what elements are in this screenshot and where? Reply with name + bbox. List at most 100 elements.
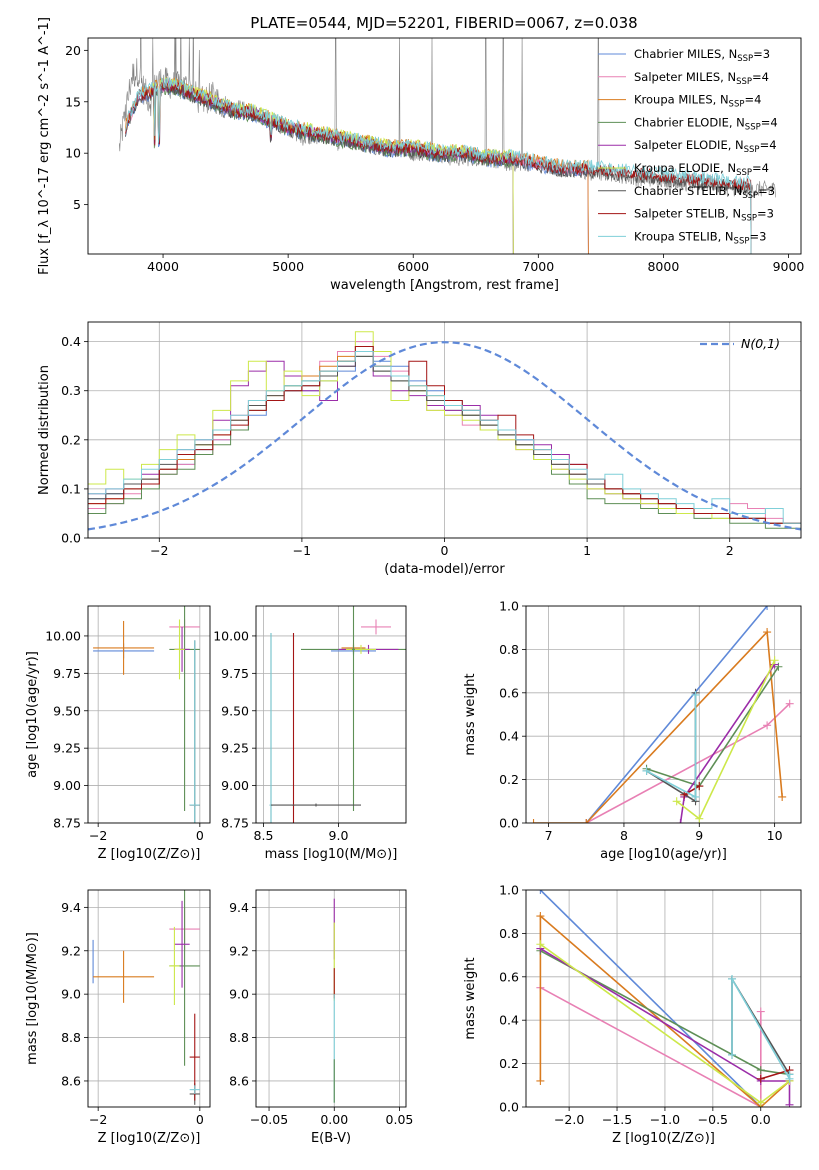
x-tick-label: 2 [726,543,734,558]
histogram-step-line [88,351,801,524]
axes-frame [255,889,407,1108]
legend-entry: Salpeter STELIB, NSSP=3 [634,207,774,224]
y-axis-label: mass [log10(M/M⊙)] [25,932,40,1065]
x-axis-label: wavelength [Angstrom, rest frame] [330,278,559,293]
mass-weight-point [774,662,783,671]
plot-area [88,606,210,823]
x-tick-label: −0.5 [698,1112,728,1127]
legend-entry: Chabrier MILES, NSSP=3 [634,47,770,64]
plot-area [119,38,776,254]
y-tick-label: 9.2 [61,943,81,958]
chart-spectrum: 4000 5000 6000 7000 8000 9000 5 10 15 20 wavelengt… [37,17,805,293]
mass-weight-point [785,699,794,708]
x-tick-label: −2 [150,543,168,558]
legend-entry-text: Kroupa ELODIE, N [634,161,736,175]
mass-weight-point [695,782,704,791]
legend-entry-subscript: SSP [744,145,760,155]
y-tick-label: 0.3 [61,383,81,398]
axes-frame [87,321,802,539]
chart-weight_vs_age: 7 8 9 10 0.0 0.2 0.4 0.6 0.8 1.0 age [log10(age/yr… [463,599,802,862]
y-axis-label: mass weight [463,673,478,755]
y-tick-label: 9.50 [221,703,249,718]
x-tick-label: 8000 [647,259,679,274]
mass-weight-point [785,1100,794,1107]
legend-entry-text: Salpeter MILES, N [634,70,736,84]
mass-weight-point [536,890,545,894]
mass-weight-line [683,785,700,796]
y-tick-label: 8.6 [61,1073,81,1088]
y-axis-label: age [log10(age/yr)] [25,651,40,778]
y-tick-label: 8.6 [229,1073,249,1088]
mass-weight-point [676,819,685,823]
model-spectrum-line [125,77,589,254]
x-tick-label: −2 [89,1112,107,1127]
x-tick-label: −2 [89,828,107,843]
model-spectrum-line [150,83,514,254]
x-axis-label: mass [log10(M/M⊙)] [265,847,398,862]
y-tick-label: 0.8 [499,926,519,941]
mass-weight-line [539,890,762,1107]
legend-entry: Salpeter ELODIE, NSSP=4 [634,138,777,155]
x-tick-label: 8.5 [254,828,274,843]
x-tick-label: 6000 [397,259,429,274]
legend-entry: Chabrier ELODIE, NSSP=4 [634,115,778,132]
mass-weight-point [536,940,545,949]
x-tick-label: 1 [583,543,591,558]
y-tick-label: 0.8 [499,642,519,657]
y-tick-label: 9.25 [53,741,81,756]
mass-weight-point [763,721,772,730]
x-tick-label: 0 [196,1112,204,1127]
mass-weight-point [536,1076,545,1085]
mass-weight-line [585,703,791,823]
mass-weight-point [695,814,704,823]
y-tick-label: 0.6 [499,685,519,700]
mass-weight-line [539,914,791,1107]
y-tick-label: 0.1 [61,481,81,496]
x-tick-label: 0 [441,543,449,558]
mass-weight-point [785,1070,794,1079]
legend-entry-suffix: =4 [752,161,769,175]
legend-entry: Kroupa STELIB, NSSP=3 [634,229,766,246]
x-axis-label: Z [log10(Z/Z⊙)] [612,1131,715,1146]
legend-entry-text: Chabrier MILES, N [634,47,737,61]
model-spectrum-line [150,80,514,254]
mass-weight-point [642,766,651,775]
y-tick-label: 0.0 [61,531,81,546]
x-tick-label: 0.00 [320,1112,348,1127]
x-tick-label: −1.5 [602,1112,632,1127]
mass-weight-point [672,797,681,806]
figure-title: PLATE=0544, MJD=52201, FIBERID=0067, z=0… [250,14,637,32]
y-tick-label: 0.0 [499,816,519,831]
chart-mass_vs_EBV: −0.05 0.00 0.05 8.6 8.8 9.0 9.2 9.4 E(B-V) [229,889,413,1146]
x-tick-label: −1 [293,543,311,558]
legend-entry: N(0,1) [741,336,780,351]
mass-weight-point [582,819,591,823]
chart-mass_vs_Z: −2 0 8.6 8.8 9.0 9.2 9.4 Z [log10(Z/Z⊙)] mass [l… [25,889,211,1146]
legend-entry-text: Chabrier STELIB, N [634,184,742,198]
axes-frame [525,605,802,824]
model-spectrum-line [125,77,752,254]
x-tick-label: 7000 [522,259,554,274]
x-axis-label: (data-model)/error [384,562,505,577]
mass-weight-line [539,947,791,1105]
x-tick-label: 9000 [773,259,805,274]
legend-entry: Kroupa ELODIE, NSSP=4 [634,161,769,178]
mass-weight-point [691,792,700,801]
y-tick-label: 0.0 [499,1100,519,1115]
x-tick-label: 0.0 [751,1112,771,1127]
y-tick-label: 1.0 [499,599,519,614]
y-tick-label: 9.0 [229,987,249,1002]
legend-entry-suffix: =4 [761,115,778,129]
legend-entry-subscript: SSP [736,77,752,87]
y-tick-label: 9.4 [229,900,249,915]
axes-frame [87,37,802,255]
y-tick-label: 9.2 [229,943,249,958]
chart-age_vs_mass: 8.5 9.0 8.75 9.00 9.25 9.50 9.75 10.00 mass [log… [213,605,407,862]
axes-frame [87,889,211,1108]
model-spectrum-line [125,84,589,254]
plot-area [526,890,801,1107]
model-spectrum-line [125,80,589,254]
mass-weight-point [529,819,538,823]
mass-weight-point [763,606,772,610]
